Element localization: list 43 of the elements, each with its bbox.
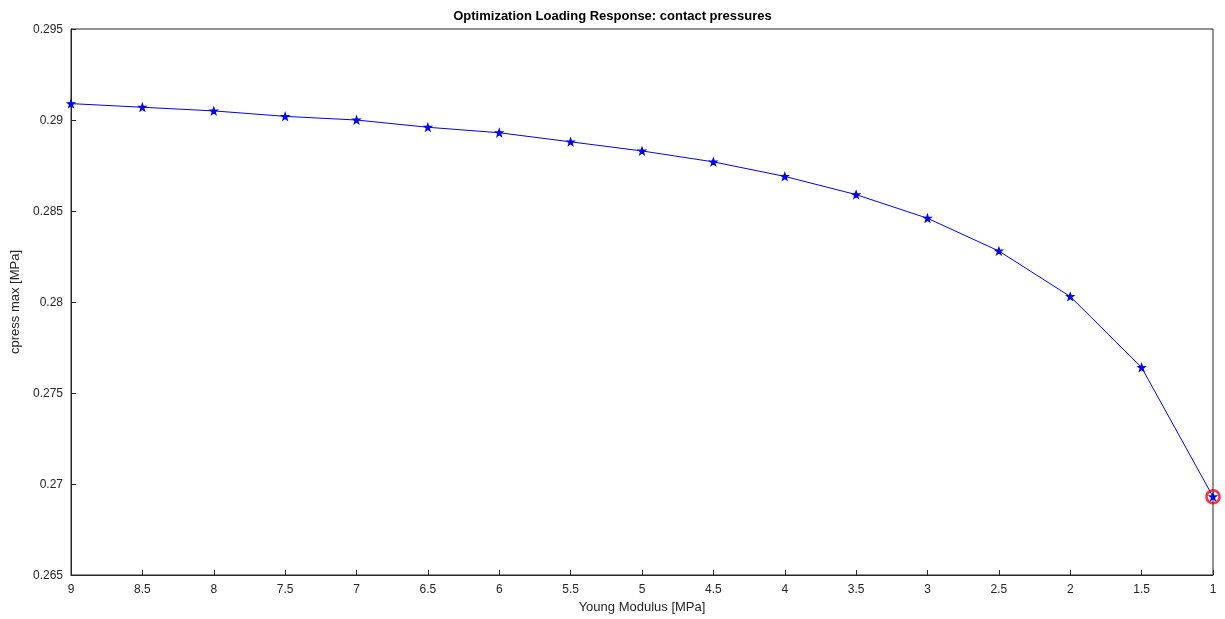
point bbox=[138, 103, 147, 112]
point bbox=[566, 137, 575, 146]
x-tick-label: 5 bbox=[638, 582, 646, 596]
x-axis-title: Young Modulus [MPa] bbox=[578, 598, 706, 614]
x-tick-label: 6.5 bbox=[419, 582, 437, 596]
x-tick-label: 6 bbox=[495, 582, 503, 596]
x-tick-label: 1.5 bbox=[1133, 582, 1151, 596]
point bbox=[780, 172, 789, 181]
x-tick-label: 3.5 bbox=[847, 582, 865, 596]
x-tick-label: 9 bbox=[67, 582, 75, 596]
x-tick-label: 8 bbox=[210, 582, 218, 596]
chart-title: Optimization Loading Response: contact pressures bbox=[453, 8, 772, 23]
point bbox=[495, 128, 504, 137]
x-tick-label: 2 bbox=[1066, 582, 1074, 596]
point bbox=[709, 157, 718, 166]
x-tick-label: 2.5 bbox=[990, 582, 1008, 596]
point bbox=[66, 99, 76, 108]
point bbox=[1066, 292, 1075, 301]
x-tick-label: 7 bbox=[353, 582, 361, 596]
y-axis-title: cpress max [MPa] bbox=[7, 249, 22, 355]
x-tick-label: 5.5 bbox=[562, 582, 580, 596]
point bbox=[209, 106, 218, 115]
point bbox=[923, 214, 932, 223]
x-tick-label: 7.5 bbox=[276, 582, 294, 596]
y-tick-label: 0.265 bbox=[32, 568, 64, 582]
point bbox=[994, 246, 1003, 256]
y-tick-label: 0.27 bbox=[39, 477, 64, 491]
x-tick-label: 4 bbox=[781, 582, 789, 596]
y-tick-label: 0.29 bbox=[39, 113, 64, 127]
point bbox=[352, 115, 361, 125]
x-tick-label: 3 bbox=[924, 582, 932, 596]
point bbox=[423, 123, 432, 132]
point bbox=[637, 146, 647, 156]
point bbox=[852, 190, 861, 199]
point bbox=[1137, 363, 1146, 372]
y-tick-label: 0.295 bbox=[32, 22, 64, 36]
y-tick-label: 0.275 bbox=[32, 386, 64, 400]
x-tick-label: 1 bbox=[1209, 582, 1217, 596]
point bbox=[281, 112, 290, 121]
x-tick-label: 8.5 bbox=[134, 582, 152, 596]
x-tick-label: 4.5 bbox=[705, 582, 723, 596]
y-tick-label: 0.28 bbox=[39, 295, 64, 309]
y-tick-label: 0.285 bbox=[32, 204, 64, 218]
